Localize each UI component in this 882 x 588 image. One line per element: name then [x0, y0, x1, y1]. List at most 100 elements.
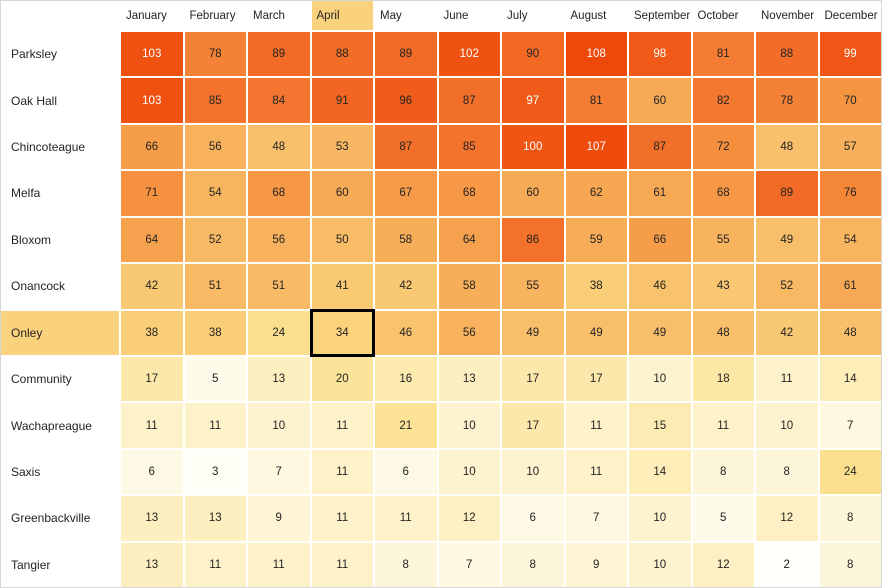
row-label-parksley[interactable]: Parksley	[1, 32, 119, 77]
heatmap-cell-melfa-february[interactable]: 54	[184, 171, 246, 216]
heatmap-cell-onancock-february[interactable]: 51	[184, 264, 246, 309]
heatmap-cell-tangier-july[interactable]: 8	[502, 542, 564, 587]
heatmap-cell-community-august[interactable]: 17	[565, 356, 627, 402]
column-header-july[interactable]: July	[502, 1, 564, 30]
heatmap-cell-saxis-february[interactable]: 3	[184, 449, 246, 495]
heatmap-cell-saxis-march[interactable]: 7	[248, 449, 310, 495]
column-header-may[interactable]: May	[375, 1, 437, 30]
heatmap-cell-tangier-june[interactable]: 7	[438, 542, 500, 587]
heatmap-cell-bloxom-october[interactable]: 55	[692, 217, 754, 263]
heatmap-cell-wachapreague-september[interactable]: 15	[629, 403, 691, 448]
row-label-tangier[interactable]: Tangier	[1, 542, 119, 587]
heatmap-cell-saxis-august[interactable]: 11	[565, 449, 627, 495]
heatmap-cell-onley-august[interactable]: 49	[565, 310, 627, 355]
heatmap-cell-parksley-june[interactable]: 102	[438, 32, 500, 77]
heatmap-cell-bloxom-december[interactable]: 54	[819, 217, 881, 263]
heatmap-cell-onancock-april[interactable]: 41	[311, 264, 373, 309]
heatmap-cell-tangier-january[interactable]: 13	[121, 542, 183, 587]
heatmap-cell-community-january[interactable]: 17	[121, 356, 183, 402]
heatmap-cell-saxis-november[interactable]: 8	[756, 449, 818, 495]
heatmap-cell-greenbackville-february[interactable]: 13	[184, 496, 246, 541]
heatmap-cell-tangier-september[interactable]: 10	[629, 542, 691, 587]
column-header-november[interactable]: November	[756, 1, 818, 30]
heatmap-cell-onley-january[interactable]: 38	[121, 310, 183, 355]
heatmap-cell-saxis-july[interactable]: 10	[502, 449, 564, 495]
heatmap-cell-parksley-april[interactable]: 88	[311, 32, 373, 77]
row-label-onley[interactable]: Onley	[1, 310, 119, 355]
heatmap-cell-onley-december[interactable]: 48	[819, 310, 881, 355]
heatmap-cell-greenbackville-september[interactable]: 10	[629, 496, 691, 541]
column-header-march[interactable]: March	[248, 1, 310, 30]
heatmap-cell-onancock-august[interactable]: 38	[565, 264, 627, 309]
column-header-february[interactable]: February	[184, 1, 246, 30]
column-header-january[interactable]: January	[121, 1, 183, 30]
heatmap-cell-oak-hall-august[interactable]: 81	[565, 78, 627, 123]
heatmap-cell-community-february[interactable]: 5	[184, 356, 246, 402]
heatmap-cell-onancock-january[interactable]: 42	[121, 264, 183, 309]
heatmap-cell-greenbackville-august[interactable]: 7	[565, 496, 627, 541]
heatmap-cell-oak-hall-january[interactable]: 103	[121, 78, 183, 123]
heatmap-cell-melfa-september[interactable]: 61	[629, 171, 691, 216]
heatmap-cell-melfa-may[interactable]: 67	[375, 171, 437, 216]
heatmap-cell-chincoteague-december[interactable]: 57	[819, 124, 881, 170]
column-header-december[interactable]: December	[819, 1, 881, 30]
heatmap-cell-bloxom-january[interactable]: 64	[121, 217, 183, 263]
heatmap-cell-community-may[interactable]: 16	[375, 356, 437, 402]
row-label-community[interactable]: Community	[1, 356, 119, 402]
heatmap-cell-bloxom-february[interactable]: 52	[184, 217, 246, 263]
heatmap-cell-greenbackville-january[interactable]: 13	[121, 496, 183, 541]
row-label-oak-hall[interactable]: Oak Hall	[1, 78, 119, 123]
heatmap-cell-bloxom-june[interactable]: 64	[438, 217, 500, 263]
heatmap-cell-melfa-december[interactable]: 76	[819, 171, 881, 216]
heatmap-cell-chincoteague-june[interactable]: 85	[438, 124, 500, 170]
heatmap-cell-onancock-june[interactable]: 58	[438, 264, 500, 309]
heatmap-cell-saxis-december[interactable]: 24	[819, 449, 881, 495]
heatmap-cell-wachapreague-july[interactable]: 17	[502, 403, 564, 448]
heatmap-cell-bloxom-august[interactable]: 59	[565, 217, 627, 263]
heatmap-cell-onancock-october[interactable]: 43	[692, 264, 754, 309]
heatmap-cell-saxis-may[interactable]: 6	[375, 449, 437, 495]
heatmap-cell-wachapreague-march[interactable]: 10	[248, 403, 310, 448]
heatmap-cell-chincoteague-october[interactable]: 72	[692, 124, 754, 170]
heatmap-cell-parksley-october[interactable]: 81	[692, 32, 754, 77]
heatmap-cell-onley-september[interactable]: 49	[629, 310, 691, 355]
heatmap-cell-chincoteague-november[interactable]: 48	[756, 124, 818, 170]
heatmap-cell-melfa-october[interactable]: 68	[692, 171, 754, 216]
heatmap-cell-community-december[interactable]: 14	[819, 356, 881, 402]
heatmap-cell-bloxom-march[interactable]: 56	[248, 217, 310, 263]
heatmap-cell-chincoteague-september[interactable]: 87	[629, 124, 691, 170]
heatmap-cell-onancock-july[interactable]: 55	[502, 264, 564, 309]
heatmap-cell-oak-hall-april[interactable]: 91	[311, 78, 373, 123]
heatmap-cell-oak-hall-september[interactable]: 60	[629, 78, 691, 123]
heatmap-cell-saxis-june[interactable]: 10	[438, 449, 500, 495]
heatmap-cell-wachapreague-february[interactable]: 11	[184, 403, 246, 448]
heatmap-cell-greenbackville-december[interactable]: 8	[819, 496, 881, 541]
heatmap-cell-saxis-january[interactable]: 6	[121, 449, 183, 495]
column-header-august[interactable]: August	[565, 1, 627, 30]
heatmap-cell-parksley-january[interactable]: 103	[121, 32, 183, 77]
heatmap-cell-tangier-october[interactable]: 12	[692, 542, 754, 587]
heatmap-cell-greenbackville-march[interactable]: 9	[248, 496, 310, 541]
row-label-greenbackville[interactable]: Greenbackville	[1, 496, 119, 541]
heatmap-cell-saxis-april[interactable]: 11	[311, 449, 373, 495]
heatmap-cell-tangier-may[interactable]: 8	[375, 542, 437, 587]
heatmap-cell-onancock-november[interactable]: 52	[756, 264, 818, 309]
heatmap-cell-wachapreague-january[interactable]: 11	[121, 403, 183, 448]
heatmap-cell-tangier-november[interactable]: 2	[756, 542, 818, 587]
heatmap-cell-onley-july[interactable]: 49	[502, 310, 564, 355]
heatmap-cell-melfa-july[interactable]: 60	[502, 171, 564, 216]
column-header-september[interactable]: September	[629, 1, 691, 30]
column-header-april[interactable]: April	[311, 1, 373, 30]
row-label-onancock[interactable]: Onancock	[1, 264, 119, 309]
heatmap-cell-onancock-march[interactable]: 51	[248, 264, 310, 309]
heatmap-cell-tangier-december[interactable]: 8	[819, 542, 881, 587]
heatmap-cell-oak-hall-july[interactable]: 97	[502, 78, 564, 123]
row-label-melfa[interactable]: Melfa	[1, 171, 119, 216]
heatmap-cell-tangier-february[interactable]: 11	[184, 542, 246, 587]
heatmap-cell-wachapreague-june[interactable]: 10	[438, 403, 500, 448]
heatmap-cell-wachapreague-november[interactable]: 10	[756, 403, 818, 448]
heatmap-cell-oak-hall-march[interactable]: 84	[248, 78, 310, 123]
heatmap-cell-onley-march[interactable]: 24	[248, 310, 310, 355]
row-label-bloxom[interactable]: Bloxom	[1, 217, 119, 263]
heatmap-cell-onley-october[interactable]: 48	[692, 310, 754, 355]
